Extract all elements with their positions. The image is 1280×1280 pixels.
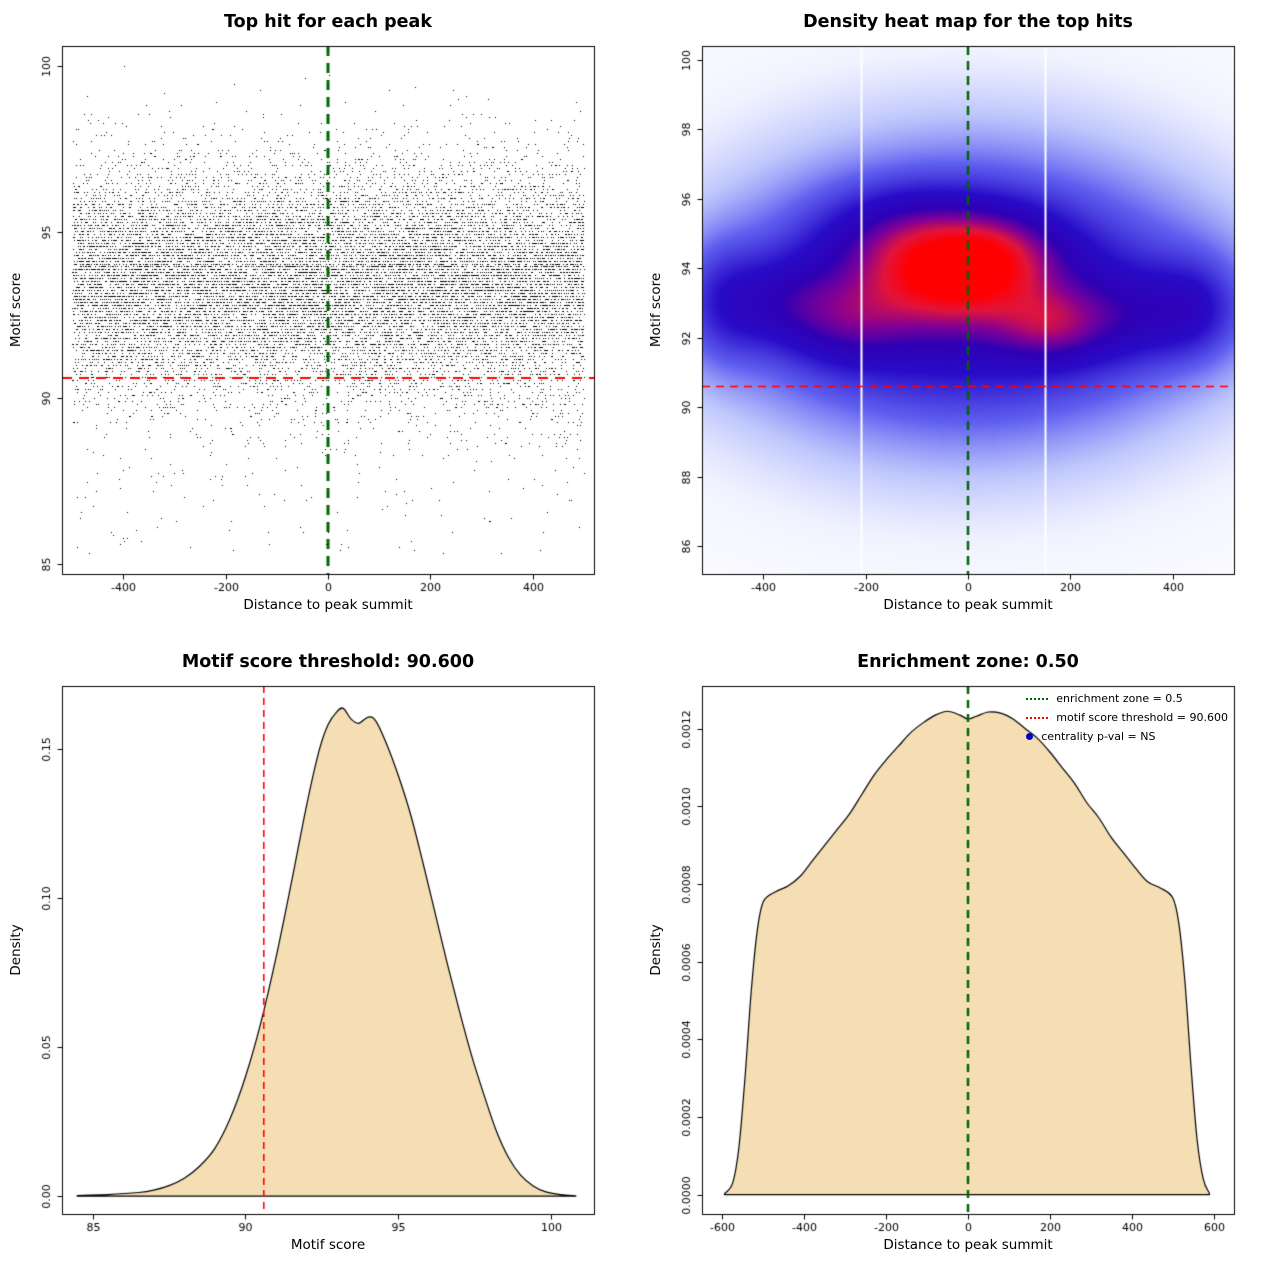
legend-item-motif-threshold: motif score threshold = 90.600: [1026, 711, 1228, 724]
legend-label-enrichment-zone: enrichment zone = 0.5: [1056, 692, 1183, 705]
enrichment-zone-y-axis-label: Density: [648, 924, 664, 976]
heatmap-y-axis-label: Motif score: [648, 272, 664, 348]
legend-item-centrality-pval: centrality p-val = NS: [1026, 730, 1155, 743]
plot-legend: enrichment zone = 0.5 motif score thresh…: [1026, 692, 1228, 743]
heatmap-canvas: [640, 0, 1280, 640]
scatter-y-axis-label: Motif score: [8, 272, 24, 348]
panel-top-hits-scatter: Top hit for each peak Motif score Distan…: [0, 0, 640, 640]
scatter-title: Top hit for each peak: [224, 12, 432, 32]
panel-enrichment-zone-density: Enrichment zone: 0.50 Density Distance t…: [640, 640, 1280, 1280]
motif-score-density-y-axis-label: Density: [8, 924, 24, 976]
motif-score-density-x-axis-label: Motif score: [290, 1237, 366, 1253]
legend-green-dotted-line-icon: [1026, 697, 1049, 700]
heatmap-x-axis-label: Distance to peak summit: [883, 597, 1053, 613]
panel-motif-score-density: Motif score threshold: 90.600 Density Mo…: [0, 640, 640, 1280]
legend-label-motif-threshold: motif score threshold = 90.600: [1056, 711, 1228, 724]
legend-label-centrality-pval: centrality p-val = NS: [1041, 730, 1156, 743]
motif-score-density-title: Motif score threshold: 90.600: [181, 652, 475, 672]
enrichment-zone-x-axis-label: Distance to peak summit: [883, 1237, 1053, 1253]
enrichment-zone-density-canvas: [640, 640, 1280, 1280]
legend-red-dotted-line-icon: [1026, 716, 1049, 719]
motif-score-density-canvas: [0, 640, 640, 1280]
heatmap-title: Density heat map for the top hits: [803, 12, 1133, 32]
scatter-plot-canvas: [0, 0, 640, 640]
legend-item-enrichment-zone: enrichment zone = 0.5: [1026, 692, 1183, 705]
legend-blue-dot-icon: [1026, 733, 1034, 740]
panel-density-heatmap: Density heat map for the top hits Motif …: [640, 0, 1280, 640]
scatter-x-axis-label: Distance to peak summit: [243, 597, 413, 613]
enrichment-zone-title: Enrichment zone: 0.50: [857, 652, 1079, 672]
